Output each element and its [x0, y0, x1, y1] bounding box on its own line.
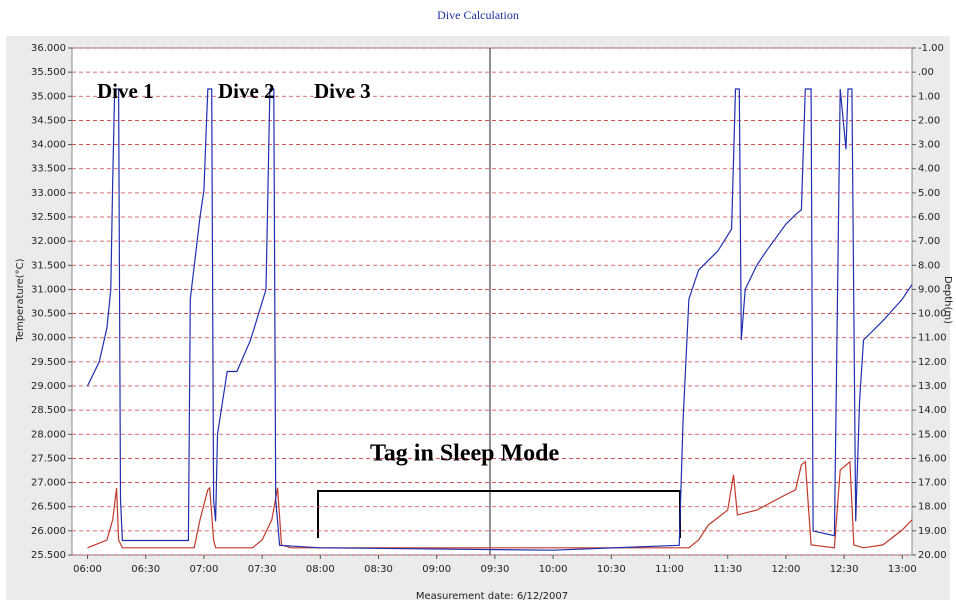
y-tick-label: 32.500: [31, 212, 66, 223]
y-tick-label: 35.500: [31, 67, 66, 78]
y-tick-label: 26.000: [31, 526, 66, 537]
x-tick-label: 13:00: [888, 564, 917, 575]
annotation: Dive 3: [314, 79, 371, 103]
y-tick-label: 31.500: [31, 260, 66, 271]
y2-tick-label: 3.00: [918, 140, 940, 151]
y-tick-label: 36.000: [31, 43, 66, 54]
annotation: Tag in Sleep Mode: [370, 441, 559, 467]
y-tick-label: 25.500: [31, 550, 66, 561]
y2-tick-label: 4.00: [918, 164, 940, 175]
x-tick-label: 12:30: [830, 564, 859, 575]
y2-tick-label: 6.00: [918, 212, 940, 223]
plot-area: [71, 47, 913, 556]
y-tick-label: 28.500: [31, 405, 66, 416]
y-tick-label: 33.000: [31, 188, 66, 199]
y-tick-label: 35.000: [31, 91, 66, 102]
y2-tick-label: 13.00: [918, 381, 947, 392]
x-tick-label: 08:30: [364, 564, 393, 575]
y2-tick-label: 8.00: [918, 260, 940, 271]
y2-tick-label: 15.00: [918, 429, 947, 440]
y-tick-label: 32.000: [31, 236, 66, 247]
x-tick-label: 12:00: [771, 564, 800, 575]
x-tick-label: 11:00: [655, 564, 684, 575]
x-axis-label: Measurement date: 6/12/2007: [416, 591, 568, 602]
y-tick-label: 29.500: [31, 357, 66, 368]
x-tick-label: 11:30: [713, 564, 742, 575]
y-axis-label: Temperature(°C): [15, 258, 26, 342]
y2-tick-label: 1.00: [918, 91, 940, 102]
x-tick-label: 09:30: [480, 564, 509, 575]
y2-tick-label: 14.00: [918, 405, 947, 416]
y-tick-label: 28.000: [31, 429, 66, 440]
series-line: [87, 460, 913, 549]
y2-tick-label: 17.00: [918, 478, 947, 489]
series-line: [86, 88, 913, 551]
y-tick-label: 27.500: [31, 453, 66, 464]
y-tick-label: 33.500: [31, 164, 66, 175]
annotation: Dive 2: [218, 79, 275, 103]
x-tick-label: 08:00: [306, 564, 335, 575]
y-tick-label: 34.500: [31, 115, 66, 126]
x-tick-label: 06:00: [73, 564, 102, 575]
y-tick-label: 30.500: [31, 309, 66, 320]
y-tick-label: 31.000: [31, 284, 66, 295]
y-tick-label: 30.000: [31, 333, 66, 344]
y2-tick-label: 7.00: [918, 236, 940, 247]
x-tick-label: 07:00: [190, 564, 219, 575]
x-tick-label: 06:30: [131, 564, 160, 575]
y2-tick-label: 18.00: [918, 502, 947, 513]
y2-tick-label: 2.00: [918, 115, 940, 126]
y2-tick-label: .00: [918, 67, 934, 78]
y2-tick-label: 12.00: [918, 357, 947, 368]
x-tick-label: 09:00: [422, 564, 451, 575]
y2-tick-label: 11.00: [918, 333, 947, 344]
chart-title: Dive Calculation: [437, 8, 519, 22]
x-tick-label: 10:30: [597, 564, 626, 575]
y2-tick-label: -1.00: [918, 43, 944, 54]
y2-tick-label: 19.00: [918, 526, 947, 537]
annotation: Dive 1: [97, 79, 154, 103]
x-tick-label: 07:30: [248, 564, 277, 575]
x-tick-label: 10:00: [539, 564, 568, 575]
y-tick-label: 29.000: [31, 381, 66, 392]
y-tick-label: 27.000: [31, 478, 66, 489]
y-tick-label: 34.000: [31, 140, 66, 151]
y2-axis-label: Depth(m): [942, 276, 953, 324]
y2-tick-label: 16.00: [918, 453, 947, 464]
y2-tick-label: 9.00: [918, 284, 940, 295]
y2-tick-label: 20.00: [918, 550, 947, 561]
y-tick-label: 26.500: [31, 502, 66, 513]
y2-tick-label: 5.00: [918, 188, 940, 199]
y2-tick-label: 10.00: [918, 309, 947, 320]
